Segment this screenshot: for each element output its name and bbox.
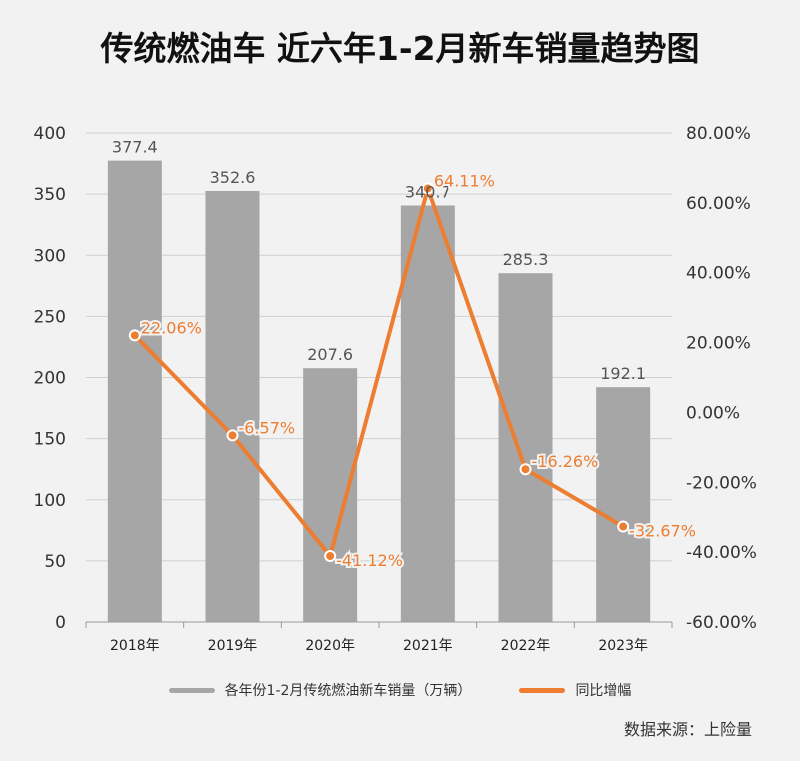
y-left-tick-label: 200: [34, 369, 66, 389]
y-left-tick-label: 50: [44, 552, 66, 572]
legend-item-sales: 各年份1-2月传统燃油新车销量（万辆）: [168, 680, 472, 700]
bar: [596, 387, 651, 622]
line-series: [128, 182, 630, 563]
bar: [107, 160, 162, 623]
legend-swatch-yoy: [519, 687, 566, 693]
y-left-tick-label: 350: [34, 185, 66, 205]
bar: [498, 273, 553, 622]
y-left-tick-label: 250: [34, 307, 66, 327]
x-tick-label: 2018年: [110, 638, 160, 654]
yoy-value-label: -32.67%: [629, 522, 696, 541]
y-left-tick-label: 100: [34, 491, 66, 511]
bar: [205, 190, 260, 622]
x-tick-label: 2023年: [598, 638, 648, 654]
bar-value-label: 192.1: [600, 364, 646, 383]
chart-title: 传统燃油车 近六年1-2月新车销量趋势图: [100, 29, 700, 68]
yoy-point: [128, 329, 141, 342]
yoy-point: [519, 463, 532, 476]
y-right-tick-label: 60.00%: [686, 194, 751, 214]
bar-value-label: 207.6: [307, 345, 353, 364]
bar-value-label: 377.4: [112, 138, 158, 157]
y-right-tick-label: -20.00%: [686, 473, 757, 493]
legend-label-sales: 各年份1-2月传统燃油新车销量（万辆）: [224, 683, 472, 699]
y-right-tick-label: 0.00%: [686, 403, 740, 423]
gridlines: [86, 132, 672, 562]
yoy-point: [421, 182, 434, 195]
yoy-value-label: -41.12%: [336, 551, 403, 570]
bar-value-label: 340.7: [405, 182, 451, 201]
bar: [400, 205, 455, 622]
x-tick-label: 2021年: [403, 638, 453, 654]
yoy-value-label: 64.11%: [434, 172, 495, 191]
x-tick-label: 2019年: [208, 638, 258, 654]
y-left-tick-label: 300: [34, 246, 66, 266]
y-right-tick-label: 80.00%: [686, 124, 751, 144]
yoy-point: [617, 520, 630, 533]
yoy-line: [133, 186, 625, 559]
data-source: 数据来源：上险量: [623, 720, 752, 739]
bar-series: [107, 160, 651, 623]
bar: [303, 368, 358, 622]
x-tick-label: 2022年: [501, 638, 551, 654]
y-left-tick-label: 400: [34, 124, 66, 144]
axes: 0 50 100 150 200 250 300 350 400 -60.00% -40.00% -2…: [34, 124, 757, 654]
data-labels: 377.4 352.6 207.6 340.7 285.3 192.1 22.06% -6.5…: [112, 138, 698, 572]
legend-item-yoy: 同比增幅: [519, 680, 631, 700]
yoy-value-label: -16.26%: [532, 452, 599, 471]
yoy-point: [324, 550, 337, 563]
y-right-tick-label: -60.00%: [686, 613, 757, 633]
bar-value-label: 352.6: [210, 168, 256, 187]
y-right-tick-label: 40.00%: [686, 264, 751, 284]
y-right-tick-label: -40.00%: [686, 543, 757, 563]
legend-label-yoy: 同比增幅: [575, 683, 632, 699]
y-left-tick-label: 0: [55, 613, 66, 633]
yoy-value-label: 22.06%: [141, 318, 202, 337]
y-left-tick-label: 150: [34, 430, 66, 450]
x-tick-label: 2020年: [305, 638, 355, 654]
yoy-point: [226, 429, 239, 442]
bar-value-label: 285.3: [503, 250, 549, 269]
legend-swatch-sales: [168, 687, 215, 693]
legend: 各年份1-2月传统燃油新车销量（万辆） 同比增幅: [0, 680, 800, 700]
yoy-value-label: -6.57%: [239, 418, 296, 437]
y-right-tick-label: 20.00%: [686, 334, 751, 354]
